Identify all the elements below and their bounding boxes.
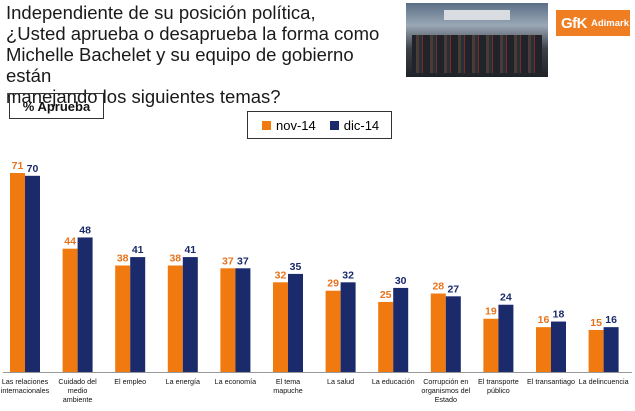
- bar-nov-9: [483, 318, 499, 372]
- value-label-dic-9: 24: [500, 292, 512, 304]
- category-label-1: Cuidado del medio ambiente: [58, 377, 97, 404]
- value-label-nov-9: 19: [485, 306, 497, 318]
- bar-nov-3: [167, 265, 183, 372]
- category-label-11: La delincuencia: [579, 377, 629, 386]
- bar-dic-4: [235, 268, 251, 372]
- chart-legend: nov-14 dic-14: [247, 111, 392, 139]
- value-label-dic-7: 30: [395, 275, 407, 287]
- value-label-nov-11: 15: [590, 317, 602, 329]
- value-label-dic-8: 27: [447, 283, 459, 295]
- value-label-nov-7: 25: [380, 289, 392, 301]
- photo-banner: [444, 10, 510, 20]
- bar-dic-2: [130, 257, 146, 372]
- bar-nov-11: [588, 329, 604, 372]
- bar-dic-9: [498, 304, 514, 372]
- bar-dic-10: [551, 321, 566, 372]
- value-label-nov-1: 44: [64, 236, 76, 248]
- value-label-dic-2: 41: [132, 244, 144, 256]
- legend-swatch-dic: [329, 120, 339, 130]
- value-label-dic-0: 70: [27, 163, 39, 175]
- value-label-nov-2: 38: [117, 252, 129, 264]
- value-label-dic-3: 41: [184, 244, 196, 256]
- category-label-9: El transporte público: [478, 377, 519, 395]
- value-label-dic-10: 18: [553, 309, 565, 321]
- value-label-dic-11: 16: [605, 314, 617, 326]
- bar-dic-0: [25, 175, 40, 372]
- category-label-3: La energía: [166, 377, 200, 386]
- gfk-adimark-logo: GfK Adimark: [556, 10, 630, 36]
- bar-nov-1: [62, 248, 78, 372]
- bar-nov-4: [220, 268, 236, 372]
- value-label-dic-1: 48: [79, 224, 91, 236]
- value-label-dic-6: 32: [342, 269, 354, 281]
- legend-item-dic: dic-14: [329, 117, 380, 133]
- category-label-2: El empleo: [114, 377, 146, 386]
- survey-question: Independiente de su posición política, ¿…: [6, 2, 380, 107]
- bar-dic-5: [288, 273, 303, 372]
- value-label-nov-6: 29: [327, 278, 339, 290]
- legend-label-nov: nov-14: [276, 117, 316, 133]
- chart-subtitle: % Aprueba: [9, 93, 104, 119]
- category-label-0: Las relaciones internacionales: [1, 377, 50, 395]
- bar-nov-2: [115, 265, 131, 372]
- bar-dic-11: [603, 327, 619, 372]
- category-label-10: El transantiago: [527, 377, 575, 386]
- value-label-nov-0: 71: [12, 160, 24, 172]
- category-label-7: La educación: [372, 377, 415, 386]
- bar-nov-10: [536, 327, 551, 372]
- value-label-nov-5: 32: [275, 269, 287, 281]
- legend-label-dic: dic-14: [343, 117, 380, 133]
- bar-dic-8: [445, 296, 461, 372]
- legend-swatch-nov: [262, 120, 271, 130]
- category-label-5: El tema mapuche: [273, 377, 303, 395]
- category-label-8: Corrupción en organismos del Estado: [421, 377, 470, 404]
- value-label-nov-10: 16: [538, 314, 550, 326]
- logo-adimark-text: Adimark: [591, 17, 630, 29]
- category-label-4: La economía: [215, 377, 257, 386]
- logo-gfk-text: GfK: [561, 14, 588, 32]
- bar-dic-3: [182, 257, 198, 372]
- category-label-6: La salud: [327, 377, 354, 386]
- bar-dic-7: [393, 287, 409, 372]
- bar-nov-0: [10, 173, 25, 372]
- bar-dic-1: [77, 237, 93, 372]
- value-label-nov-3: 38: [169, 252, 181, 264]
- bar-dic-6: [340, 282, 356, 372]
- bar-nov-6: [325, 290, 341, 372]
- government-team-photo: [406, 3, 548, 77]
- bar-nov-5: [273, 282, 288, 372]
- value-label-dic-5: 35: [290, 261, 302, 273]
- bar-nov-8: [430, 293, 446, 372]
- value-label-nov-8: 28: [432, 281, 444, 293]
- value-label-nov-4: 37: [222, 255, 234, 267]
- legend-item-nov: nov-14: [262, 118, 316, 133]
- value-label-dic-4: 37: [237, 255, 249, 267]
- bar-nov-7: [378, 301, 394, 372]
- photo-people: [412, 35, 542, 73]
